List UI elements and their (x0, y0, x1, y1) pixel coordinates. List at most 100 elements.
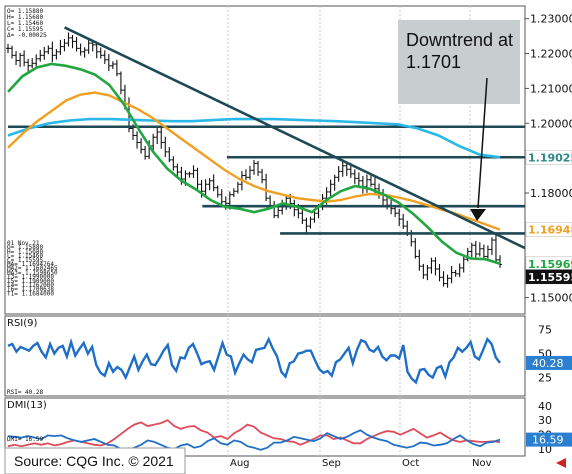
price-bar (308, 216, 313, 229)
price-bar (264, 173, 269, 201)
top-info-background (6, 7, 46, 39)
top-info-line: O= 1.15880 (7, 8, 44, 15)
info-box-line: T3= 1.1990000 (7, 274, 54, 281)
price-tick-label: 1.18000 (530, 187, 572, 200)
source-box (4, 447, 186, 474)
price-bar (50, 41, 55, 63)
dmi-tick-label: 40 (538, 400, 552, 413)
source-badge: Source: CQG Inc. © 2021 (4, 447, 186, 474)
price-bar (10, 45, 15, 59)
callout-line-1: Downtrend at (406, 30, 513, 50)
info-box-line: H= 1.15680 (7, 248, 44, 255)
price-bar (393, 206, 398, 218)
price-tick-label: 1.23000 (530, 13, 572, 26)
info-box-line: MA3= 1.1598650 (7, 269, 58, 276)
price-bar (114, 59, 119, 77)
price-tag-label: 1.16948 (528, 224, 572, 237)
price-bar (211, 174, 216, 192)
price-bar (352, 169, 357, 184)
price-bar (332, 174, 337, 191)
dmi-current-box (526, 432, 572, 447)
info-box-line: MA= 1.1694764 (7, 261, 54, 268)
price-bar (445, 274, 450, 288)
rsi-current-box (526, 355, 572, 370)
price-bar (413, 238, 418, 259)
price-bar (38, 49, 43, 62)
price-bar (82, 47, 87, 58)
price-bar (58, 39, 63, 55)
price-bar (22, 50, 27, 67)
price-bar (167, 147, 172, 163)
price-tag-label: 1.15595 (528, 271, 572, 284)
month-separators (227, 6, 471, 456)
price-bar (86, 39, 91, 54)
price-axis: 1.23000 1.22000 1.21000 1.20000 1.18000 1.150… (525, 13, 572, 305)
dmi-title: DMI(13) (7, 400, 47, 411)
price-tag: 1.19025 (525, 150, 572, 165)
price-bar (429, 257, 434, 274)
price-bar (256, 160, 261, 176)
top-info-line: C= 1.15595 (7, 26, 44, 33)
price-bar (336, 166, 341, 182)
top-info-line: Δ= -0.00025 (7, 32, 47, 39)
price-bar (276, 206, 281, 219)
downtrend-line (64, 26, 526, 250)
price-bar (163, 136, 168, 158)
price-tag-box (525, 150, 572, 165)
price-bar (139, 138, 144, 154)
price-bar (300, 209, 305, 225)
scroll-left-icon[interactable] (556, 458, 566, 468)
price-bar (489, 237, 494, 256)
info-box-line: O= 1.15880 (7, 244, 44, 251)
callout-arrow-shaft (477, 77, 488, 209)
price-bar (102, 50, 107, 64)
rsi-series (7, 336, 501, 385)
price-bar (465, 247, 470, 262)
month-label: Aug (230, 458, 250, 469)
price-bar (247, 165, 252, 180)
price-bar (481, 244, 486, 260)
price-tag-box (525, 222, 572, 237)
price-bar (473, 240, 478, 259)
price-series (6, 32, 502, 288)
price-bar (457, 263, 462, 278)
price-bar (203, 179, 208, 196)
price-bar (143, 146, 148, 160)
price-bar (312, 210, 317, 223)
price-bar (260, 168, 265, 184)
info-box-background (6, 240, 52, 296)
price-tag: 1.16948 (525, 222, 572, 237)
price-bar (191, 165, 196, 179)
rsi-panel (4, 315, 526, 397)
price-bar (14, 51, 19, 66)
top-info-line: H= 1.15680 (7, 14, 44, 21)
price-bar (34, 54, 39, 67)
price-bar (433, 257, 438, 276)
price-panel (4, 5, 526, 315)
price-bar (252, 159, 256, 175)
dmi-panel (4, 397, 526, 457)
price-bar (78, 43, 83, 56)
month-labels: Aug Sep Oct Nov (230, 458, 492, 469)
dmi-plus-line (7, 429, 501, 452)
price-bar (485, 245, 490, 259)
price-bar (441, 271, 446, 287)
price-bar (30, 58, 35, 69)
month-label: Sep (322, 458, 341, 469)
price-bar (461, 255, 466, 273)
price-bar (118, 71, 123, 95)
price-bar (42, 46, 47, 60)
price-bar (437, 263, 442, 282)
info-box-line: T6= 1.1700638 (7, 286, 54, 293)
price-bar (449, 265, 454, 284)
rsi-bottom-label: RSI= 40.28 (7, 389, 44, 396)
price-bar (498, 255, 502, 268)
price-bar (328, 179, 333, 197)
price-bar (356, 172, 361, 188)
info-box-line: 01 Nov 21 (7, 240, 40, 247)
price-bar (151, 133, 156, 152)
price-bar (340, 159, 345, 177)
price-bar (26, 58, 31, 72)
top-info-line: L= 1.15460 (7, 20, 44, 27)
